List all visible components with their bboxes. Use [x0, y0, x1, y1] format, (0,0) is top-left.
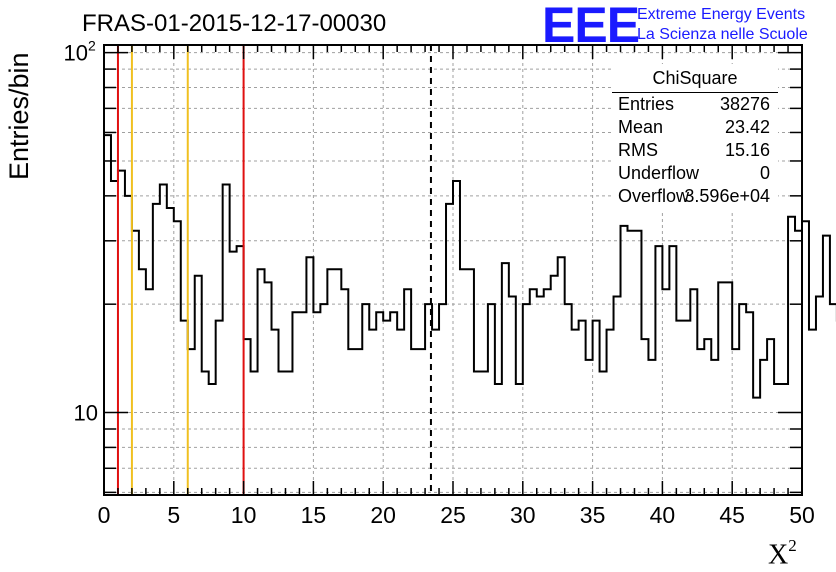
stats-value: 3.596e+04 — [684, 186, 770, 206]
stats-value: 15.16 — [724, 140, 770, 160]
x-axis-label: X2 — [768, 536, 797, 571]
stats-key: Overflow — [618, 186, 690, 206]
logo-line-1: Extreme Energy Events — [637, 6, 806, 23]
stats-value: 0 — [759, 163, 770, 183]
x-tick-label: 45 — [719, 502, 745, 528]
stats-row-mean: Mean 23.42 — [618, 117, 772, 139]
x-tick-label: 30 — [510, 502, 536, 528]
stats-title: ChiSquare — [652, 68, 738, 88]
stats-value: 38276 — [719, 94, 770, 114]
y-axis-label: Entries/bin — [4, 52, 34, 180]
x-axis-label-text: X — [768, 539, 789, 571]
x-tick-label: 35 — [580, 502, 606, 528]
page-title: FRAS-01-2015-12-17-00030 — [82, 10, 387, 37]
x-tick-label: 15 — [301, 502, 327, 528]
x-tick-label: 40 — [650, 502, 676, 528]
stats-key: RMS — [618, 140, 658, 160]
stats-row-entries: Entries 38276 — [618, 94, 772, 116]
y-tick-label-exponent: 2 — [88, 38, 96, 54]
histogram-line — [103, 134, 836, 495]
stats-row-rms: RMS 15.16 — [618, 140, 772, 162]
x-tick-label: 0 — [98, 502, 111, 528]
x-tick-label: 50 — [789, 502, 815, 528]
stats-divider — [612, 92, 778, 93]
x-tick-label: 10 — [231, 502, 257, 528]
x-tick-label: 20 — [370, 502, 396, 528]
stats-key: Underflow — [618, 163, 700, 183]
x-tick-label: 5 — [167, 502, 180, 528]
x-axis-label-sup: 2 — [788, 536, 797, 555]
stats-key: Mean — [618, 117, 664, 137]
y-tick-label: 10 — [64, 41, 88, 66]
stats-value: 23.42 — [724, 117, 770, 137]
logo-line-2: La Scienza nelle Scuole — [637, 26, 808, 43]
eee-logo-mark: EEE — [542, 0, 640, 53]
y-tick-label: 10 — [74, 401, 98, 426]
stats-row-underflow: Underflow 0 — [618, 163, 772, 185]
stats-box: ChiSquare Entries 38276 Mean 23.42 RMS 1… — [612, 64, 778, 212]
stats-row-overflow: Overflow 3.596e+04 — [618, 186, 772, 208]
stats-key: Entries — [618, 94, 675, 114]
x-tick-label: 25 — [440, 502, 466, 528]
